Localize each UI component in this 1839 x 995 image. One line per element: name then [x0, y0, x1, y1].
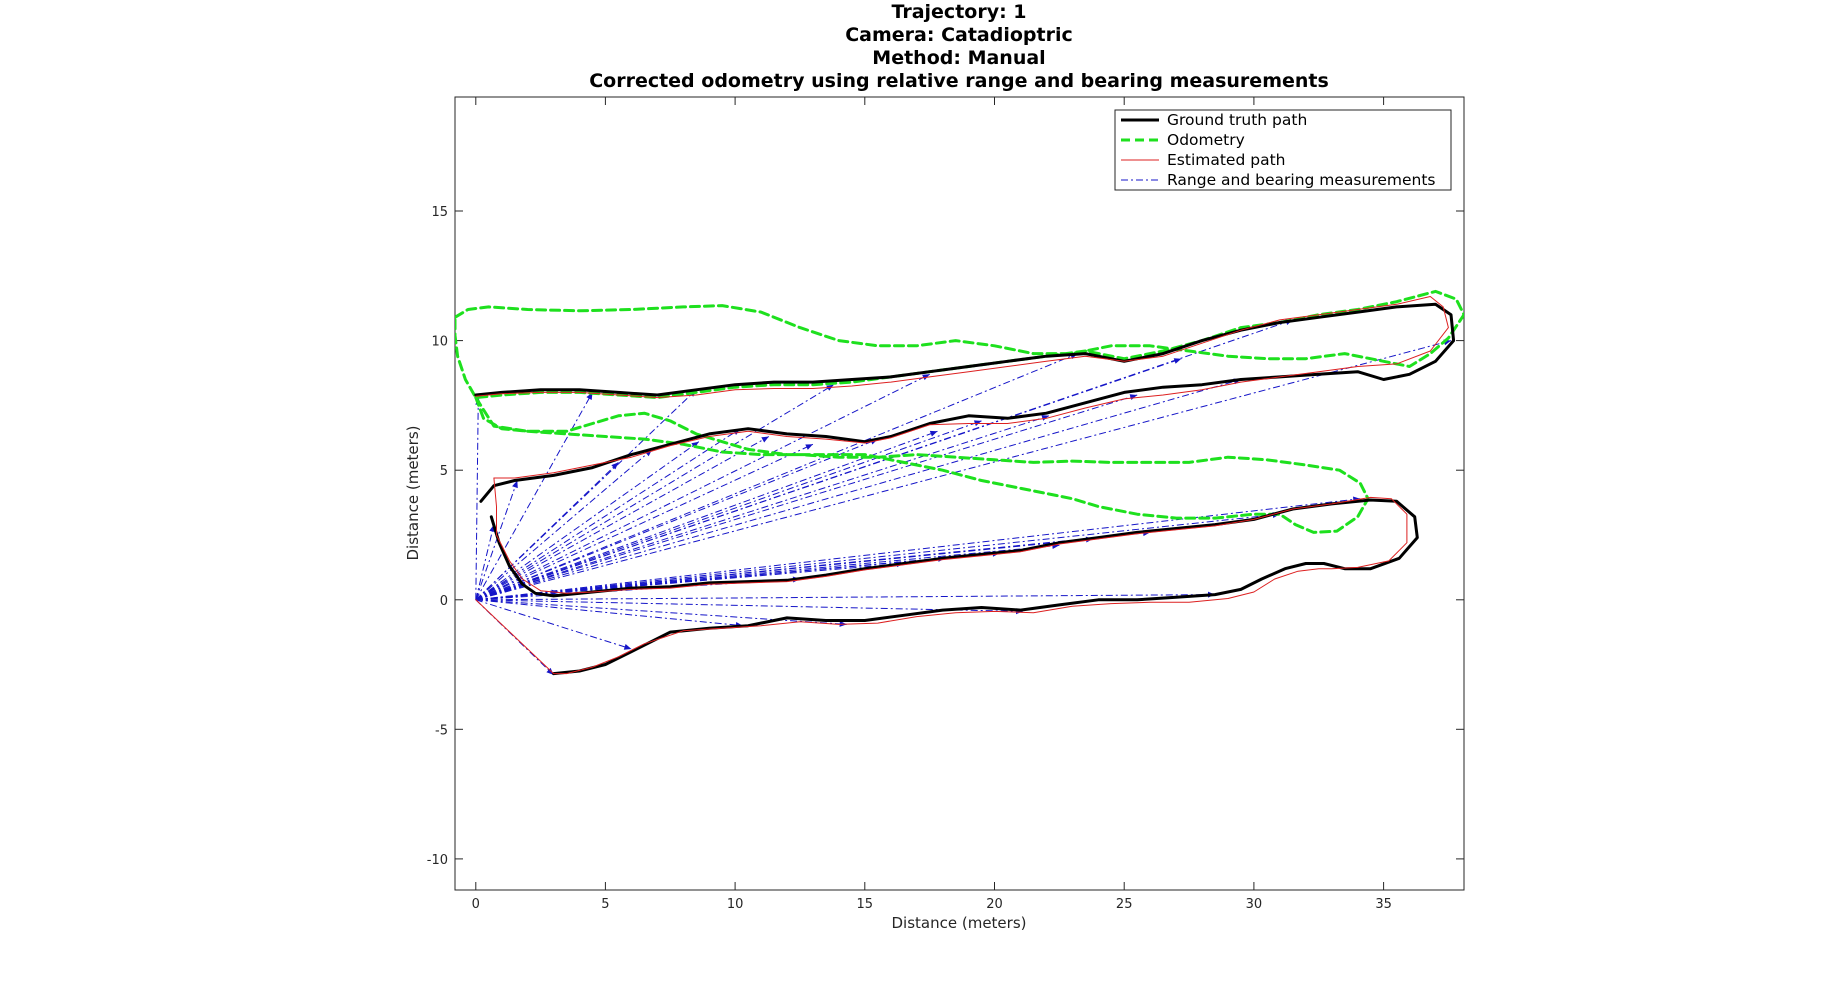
measurement-arrowhead: [691, 441, 699, 449]
measurement-line: [475, 430, 938, 601]
measurement-line: [475, 449, 653, 601]
y-tick-label: 10: [431, 335, 448, 350]
x-tick-label: 25: [1116, 897, 1133, 912]
series-estimated-line: [475, 296, 1449, 479]
y-tick-label: 5: [440, 464, 448, 479]
measurement-arrowhead: [512, 480, 518, 489]
measurement-arrowhead: [761, 436, 769, 443]
measurement-line: [475, 436, 770, 601]
chart-title: Trajectory: 1 Camera: Catadioptric Metho…: [589, 1, 1329, 92]
measurement-arrowhead: [805, 444, 813, 450]
x-tick-label: 5: [601, 897, 609, 912]
title-line-1: Trajectory: 1: [891, 1, 1026, 23]
legend-label-measurements: Range and bearing measurements: [1167, 171, 1436, 189]
series-ground-truth-line: [474, 302, 1456, 503]
measurement-line: [475, 394, 1138, 601]
measurement-line: [475, 443, 814, 601]
y-tick-label: 15: [431, 205, 448, 220]
x-tick-label: 30: [1246, 897, 1263, 912]
measurement-arrowhead: [1041, 415, 1049, 421]
measurement-line: [475, 379, 1242, 601]
x-tick-label: 15: [857, 897, 874, 912]
legend-label-ground-truth: Ground truth path: [1167, 111, 1307, 129]
measurement-line: [475, 599, 632, 650]
title-line-4: Corrected odometry using relative range …: [589, 70, 1329, 92]
legend: Ground truth path Odometry Estimated pat…: [1114, 109, 1452, 191]
measurement-line: [475, 438, 878, 601]
measurement-arrowhead: [623, 644, 632, 650]
x-axis-label: Distance (meters): [892, 914, 1027, 932]
y-axis-label: Distance (meters): [404, 426, 422, 561]
measurement-line: [475, 480, 518, 600]
measurement-arrowhead: [611, 462, 619, 470]
title-line-3: Method: Manual: [872, 47, 1045, 69]
measurement-arrowhead: [546, 667, 554, 675]
legend-label-estimated: Estimated path: [1167, 151, 1285, 169]
x-axis-ticks: 0 5 10 15 20 25 30 35: [472, 97, 1392, 912]
plot-area: [455, 289, 1464, 676]
measurement-line: [475, 415, 1050, 601]
measurement-line: [475, 397, 479, 600]
legend-label-odometry: Odometry: [1167, 131, 1245, 149]
x-tick-label: 0: [472, 897, 480, 912]
measurements-series: [475, 319, 1452, 676]
measurement-line: [475, 594, 1216, 601]
series-odometry-line: [474, 396, 1370, 534]
x-tick-label: 20: [986, 897, 1003, 912]
y-tick-label: 0: [440, 594, 448, 609]
y-tick-label: -10: [427, 853, 448, 868]
measurement-line: [475, 340, 1452, 601]
series-ground-truth-line: [489, 498, 1419, 676]
measurement-line: [475, 498, 1361, 601]
y-tick-label: -5: [435, 723, 448, 738]
measurement-line: [475, 384, 834, 601]
title-line-2: Camera: Catadioptric: [845, 24, 1073, 46]
axes-box: [454, 96, 1465, 891]
measurement-line: [475, 373, 930, 601]
measurement-line: [475, 353, 1078, 601]
measurement-line: [475, 599, 847, 625]
legend-box: [1114, 109, 1452, 191]
x-tick-label: 10: [727, 897, 744, 912]
measurement-arrowhead: [929, 430, 938, 437]
series-odometry-line: [455, 289, 1464, 400]
measurement-line: [475, 524, 495, 600]
x-tick-label: 35: [1375, 897, 1392, 912]
series-estimated-line: [475, 477, 1408, 675]
measurement-line: [475, 392, 593, 601]
measurement-line: [475, 599, 1024, 612]
